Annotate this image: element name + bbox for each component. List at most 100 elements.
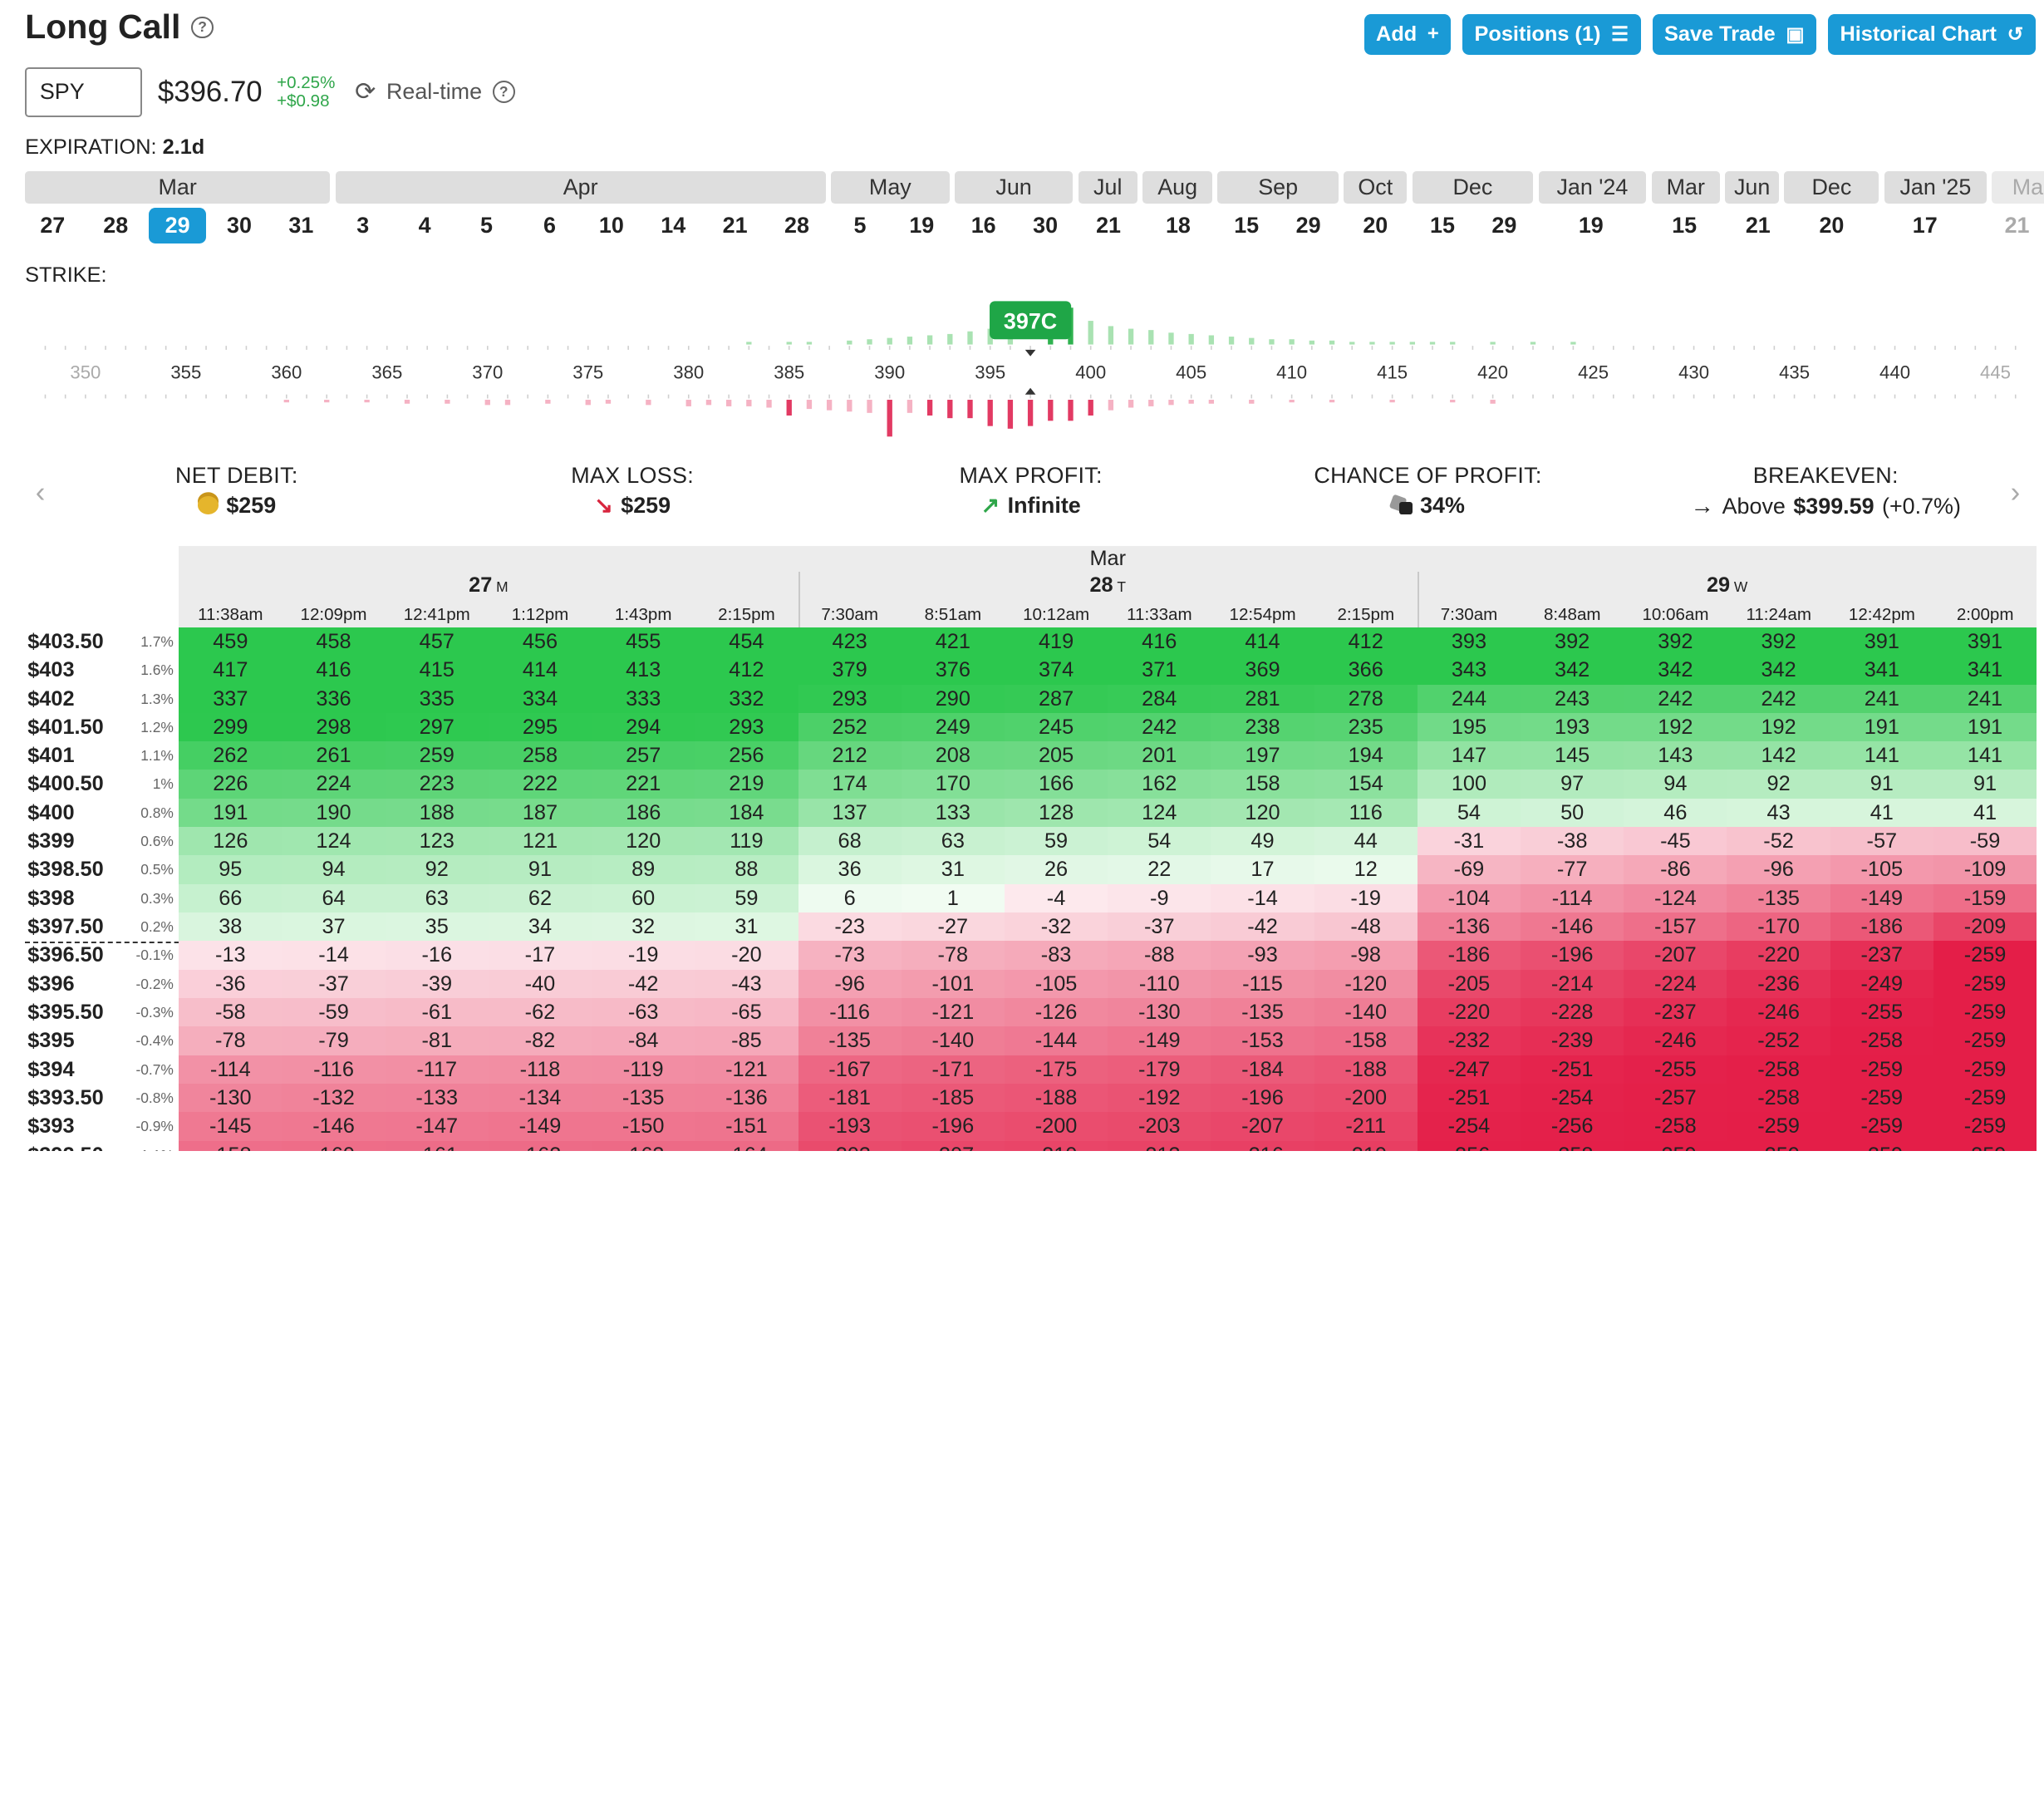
pl-cell[interactable]: 256 [695,741,798,770]
pl-cell[interactable]: 89 [592,855,695,884]
strike-call-bar[interactable] [1269,339,1275,345]
strike-put-bar[interactable] [1007,400,1014,429]
pl-cell[interactable]: -259 [1933,998,2037,1027]
strike-call-bar[interactable] [1188,333,1194,345]
pl-cell[interactable]: 456 [488,627,592,657]
pl-cell[interactable]: 457 [385,627,489,657]
pl-cell[interactable]: -256 [1521,1112,1624,1141]
pl-cell[interactable]: 208 [901,741,1005,770]
pl-cell[interactable]: 212 [798,741,902,770]
pl-cell[interactable]: -62 [488,998,592,1027]
expiration-day[interactable]: 31 [288,213,314,239]
strike-put-bar[interactable] [585,400,591,406]
pl-cell[interactable]: -255 [1830,998,1933,1027]
pl-cell[interactable]: -220 [1417,998,1521,1027]
pl-cell[interactable]: 242 [1624,684,1727,713]
pl-cell[interactable]: 374 [1004,656,1108,685]
strike-put-bar[interactable] [1389,400,1395,403]
pl-cell[interactable]: 120 [592,827,695,856]
pl-cell[interactable]: 43 [1727,798,1830,828]
strike-call-bar[interactable] [1309,340,1315,345]
pl-cell[interactable]: -251 [1417,1084,1521,1113]
pl-cell[interactable]: 145 [1521,741,1624,770]
pl-cell[interactable]: 62 [488,883,592,913]
pl-cell[interactable]: 243 [1521,684,1624,713]
strike-tick-label[interactable]: 415 [1377,362,1408,383]
expiration-month[interactable]: Jan '24 [1538,170,1647,204]
strike-tick-label[interactable]: 385 [774,362,804,383]
pl-cell[interactable]: -220 [1727,941,1830,970]
strike-put-bar[interactable] [1329,400,1335,403]
strike-put-bar[interactable] [705,400,712,406]
strike-call-bar[interactable] [1329,340,1335,345]
pl-cell[interactable]: 63 [385,883,489,913]
pl-cell[interactable]: 366 [1314,656,1418,685]
expiration-day[interactable]: 20 [1819,213,1845,239]
pl-cell[interactable]: 454 [695,627,798,657]
strike-tick-label[interactable]: 370 [472,362,503,383]
pl-cell[interactable]: -171 [901,1055,1005,1085]
pl-cell[interactable]: -237 [1624,998,1727,1027]
expiration-day[interactable]: 30 [1033,213,1059,239]
pl-cell[interactable]: -78 [179,1026,283,1055]
pl-cell[interactable]: -105 [1004,969,1108,999]
pl-cell[interactable]: -246 [1727,998,1830,1027]
pl-cell[interactable]: 141 [1933,741,2037,770]
pl-cell[interactable]: -58 [179,998,283,1027]
expiration-month[interactable]: Aug [1142,170,1213,204]
strike-tick-label[interactable]: 430 [1678,362,1709,383]
pl-cell[interactable]: -258 [1624,1112,1727,1141]
pl-cell[interactable]: -252 [1727,1026,1830,1055]
strike-put-bar[interactable] [1128,400,1134,408]
expiration-month[interactable]: Oct [1344,170,1408,204]
pl-cell[interactable]: -140 [1314,998,1418,1027]
expiration-day[interactable]: 3 [356,213,370,239]
pl-cell[interactable]: -259 [1933,1084,2037,1113]
strike-call-bar[interactable] [887,337,892,345]
strike-tick-label[interactable]: 440 [1879,362,1910,383]
pl-cell[interactable]: -170 [1727,912,1830,942]
pl-cell[interactable]: 12 [1314,855,1418,884]
add-button[interactable]: Add + [1363,14,1452,56]
strike-tick-label[interactable]: 360 [271,362,302,383]
expiration-month[interactable]: May [831,170,950,204]
strike-tick-label[interactable]: 435 [1779,362,1810,383]
pl-cell[interactable]: 166 [1004,770,1108,799]
expiration-day[interactable]: 19 [1578,213,1604,239]
pl-cell[interactable]: 258 [488,741,592,770]
expiration-month[interactable]: Mar [1651,170,1720,204]
strike-put-bar[interactable] [504,400,511,406]
pl-cell[interactable]: 287 [1004,684,1108,713]
pl-cell[interactable]: -216 [1211,1140,1314,1151]
strike-call-bar[interactable] [806,342,813,345]
pl-cell[interactable]: -163 [592,1140,695,1151]
expiration-month[interactable]: Jul [1078,170,1137,204]
pl-cell[interactable]: 290 [901,684,1005,713]
pl-cell[interactable]: -23 [798,912,902,942]
pl-cell[interactable]: -40 [488,969,592,999]
pl-cell[interactable]: 133 [901,798,1005,828]
pl-cell[interactable]: 245 [1004,712,1108,742]
strike-call-bar[interactable] [847,340,852,345]
pl-cell[interactable]: 147 [1417,741,1521,770]
pl-cell[interactable]: 191 [1933,712,2037,742]
pl-cell[interactable]: -13 [179,941,283,970]
realtime-toggle[interactable]: ⟳ Real-time ? [355,77,515,106]
pl-cell[interactable]: -257 [1624,1084,1727,1113]
pl-cell[interactable]: -203 [798,1140,902,1151]
strike-call-bar[interactable] [1228,337,1235,345]
pl-cell[interactable]: -109 [1933,855,2037,884]
strike-put-bar[interactable] [887,400,892,437]
pl-cell[interactable]: 68 [798,827,902,856]
pl-cell[interactable]: 219 [695,770,798,799]
pl-cell[interactable]: 66 [179,883,283,913]
pl-cell[interactable]: 1 [901,883,1005,913]
strike-put-bar[interactable] [766,400,772,408]
pl-cell[interactable]: -255 [1624,1055,1727,1085]
pl-cell[interactable]: 22 [1108,855,1211,884]
pl-cell[interactable]: 416 [1108,627,1211,657]
pl-cell[interactable]: -130 [1108,998,1211,1027]
pl-cell[interactable]: -119 [592,1055,695,1085]
strike-call-bar[interactable] [1168,332,1174,345]
summary-prev-chevron-icon[interactable]: ‹ [35,475,46,509]
